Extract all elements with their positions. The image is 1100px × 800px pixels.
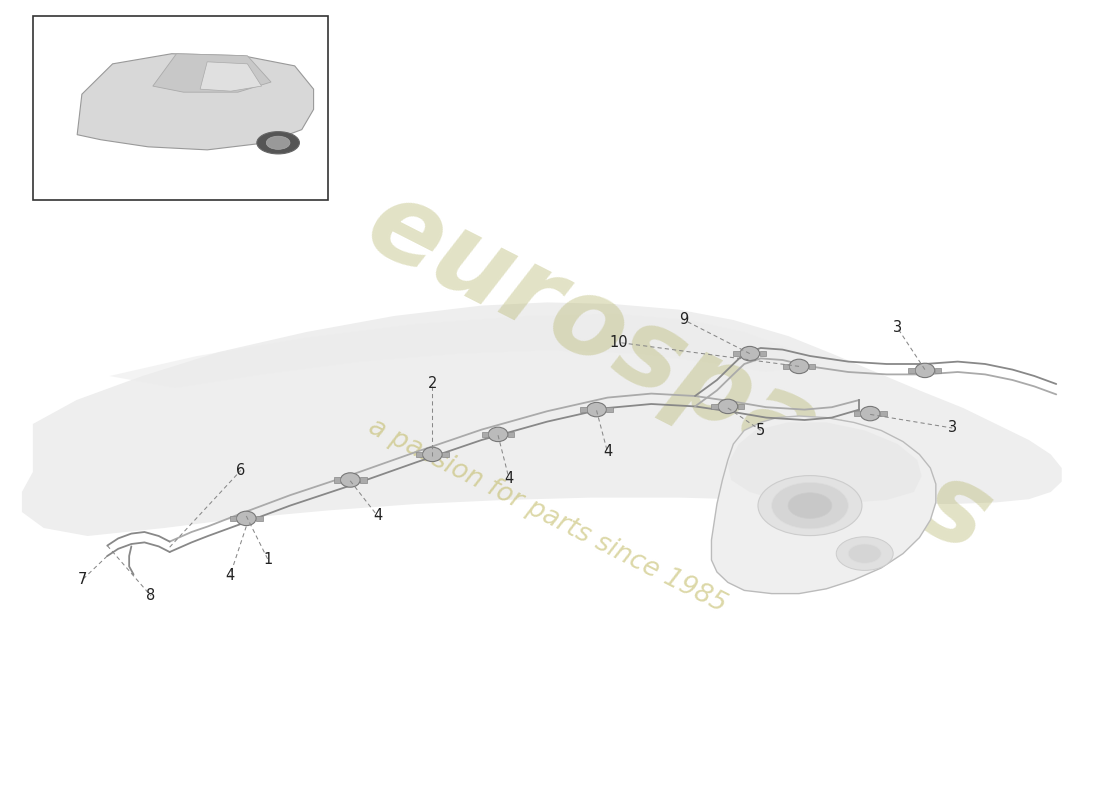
Circle shape: [586, 402, 606, 417]
Polygon shape: [728, 422, 922, 502]
Bar: [606, 406, 613, 413]
Text: 4: 4: [373, 509, 382, 523]
Bar: [360, 477, 366, 483]
Circle shape: [340, 473, 360, 487]
Text: 6: 6: [236, 463, 245, 478]
Ellipse shape: [848, 544, 881, 563]
Text: 4: 4: [504, 471, 514, 486]
Circle shape: [488, 427, 508, 442]
Circle shape: [915, 363, 935, 378]
Bar: [416, 451, 422, 458]
Text: eurospares: eurospares: [349, 169, 1008, 575]
Circle shape: [740, 346, 760, 361]
Ellipse shape: [772, 482, 848, 529]
Text: 4: 4: [226, 569, 234, 583]
Text: 9: 9: [680, 313, 689, 327]
Circle shape: [789, 359, 808, 374]
Bar: [33, 16, 329, 200]
Polygon shape: [200, 62, 262, 91]
Bar: [712, 403, 718, 410]
Bar: [508, 431, 515, 438]
Circle shape: [422, 447, 442, 462]
Polygon shape: [22, 302, 1062, 536]
Polygon shape: [77, 54, 314, 150]
Bar: [482, 431, 488, 438]
Text: 3: 3: [893, 321, 902, 335]
Bar: [760, 350, 767, 357]
Circle shape: [236, 511, 256, 526]
Ellipse shape: [758, 475, 862, 536]
Bar: [909, 367, 915, 374]
Bar: [935, 367, 942, 374]
Bar: [854, 410, 860, 417]
Text: 4: 4: [603, 445, 612, 459]
Circle shape: [718, 399, 738, 414]
Text: 8: 8: [146, 589, 156, 603]
Bar: [782, 363, 789, 370]
Ellipse shape: [256, 132, 299, 154]
Ellipse shape: [836, 537, 893, 570]
Text: 7: 7: [77, 573, 87, 587]
Polygon shape: [712, 416, 936, 594]
Bar: [880, 410, 887, 417]
Text: 10: 10: [609, 335, 628, 350]
Text: 5: 5: [756, 423, 766, 438]
Bar: [738, 403, 745, 410]
Polygon shape: [153, 54, 271, 92]
Text: 3: 3: [948, 421, 957, 435]
Circle shape: [860, 406, 880, 421]
Bar: [734, 350, 740, 357]
Text: 1: 1: [264, 553, 273, 567]
Bar: [333, 477, 340, 483]
Bar: [230, 515, 236, 522]
Bar: [580, 406, 586, 413]
Text: 2: 2: [428, 377, 437, 391]
Bar: [256, 515, 263, 522]
Text: a passion for parts since 1985: a passion for parts since 1985: [364, 414, 730, 618]
Polygon shape: [110, 314, 821, 388]
Ellipse shape: [788, 493, 832, 518]
Bar: [808, 363, 815, 370]
Bar: [442, 451, 449, 458]
Ellipse shape: [266, 136, 290, 150]
